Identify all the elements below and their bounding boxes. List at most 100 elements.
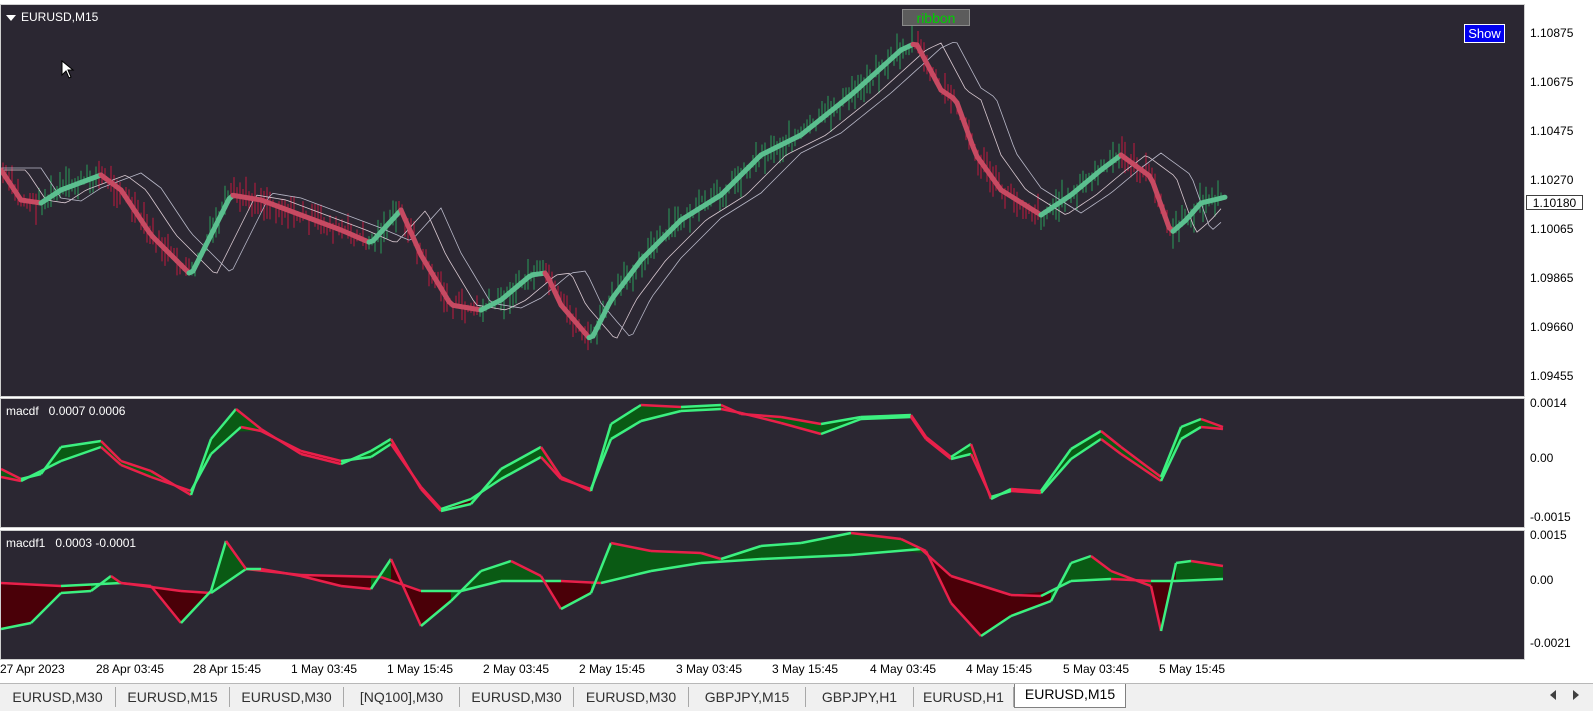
macd-line-segment xyxy=(969,443,993,500)
macd-fill-segment xyxy=(761,543,801,559)
signal-line-segment xyxy=(680,407,722,413)
signal-line-segment xyxy=(460,579,502,593)
time-tick-label: 3 May 03:45 xyxy=(676,662,743,676)
signal-line-segment xyxy=(540,456,562,480)
signal-line-segment xyxy=(950,452,972,461)
signal-line-segment xyxy=(1010,593,1042,598)
macd-line-segment xyxy=(1070,554,1092,565)
chart-tab[interactable]: EURUSD,M30 xyxy=(460,687,574,707)
macd-line-segment xyxy=(1010,487,1042,493)
time-tick-label: 2 May 15:45 xyxy=(579,662,646,676)
time-tick-label: 4 May 15:45 xyxy=(966,662,1033,676)
macd-fill-segment xyxy=(801,533,851,558)
macd-line-segment xyxy=(260,427,302,456)
signal-line-segment xyxy=(1,475,22,483)
time-tick-label: 3 May 15:45 xyxy=(772,662,839,676)
signal-line-segment xyxy=(600,569,652,585)
macdf-canvas xyxy=(1,403,1224,513)
chart-tab[interactable]: EURUSD,M15 xyxy=(116,687,230,707)
triangle-down-icon[interactable] xyxy=(6,14,16,21)
macd-line-segment xyxy=(925,436,952,458)
macd-line-segment xyxy=(260,567,302,578)
macd-line-segment xyxy=(100,440,122,462)
signal-line-segment xyxy=(420,486,442,510)
current-price-tag: 1.10180 xyxy=(1526,195,1583,210)
macd-line-segment xyxy=(539,575,563,610)
macd-line-segment xyxy=(740,412,782,419)
signal-line-segment xyxy=(650,561,702,573)
signal-line-segment xyxy=(1070,577,1112,583)
macdf1-canvas xyxy=(1,531,1224,638)
macd-fill-segment xyxy=(421,591,451,626)
chart-tab[interactable]: GBPJPY,M15 xyxy=(689,687,806,707)
price-chart-canvas[interactable] xyxy=(1,5,1524,396)
macd-fill-segment xyxy=(211,409,236,454)
price-tick-label: 1.09455 xyxy=(1530,369,1574,383)
signal-line-segment xyxy=(860,415,912,421)
time-tick-label: 5 May 03:45 xyxy=(1063,662,1130,676)
chart-tab[interactable]: EURUSD,M30 xyxy=(0,687,116,707)
macd-line-segment xyxy=(370,437,392,453)
macdf1-tick-label: 0.00 xyxy=(1530,573,1554,587)
macd-line-segment xyxy=(39,446,63,475)
macd-line-segment xyxy=(300,452,342,466)
macd-line-segment xyxy=(60,589,92,595)
macd-line-segment xyxy=(589,423,613,492)
macd-line-segment xyxy=(1070,429,1102,451)
macd-line-segment xyxy=(340,584,372,591)
macd-line-segment xyxy=(900,537,927,553)
signal-line-segment xyxy=(300,573,382,579)
macd-line-segment xyxy=(850,531,902,541)
macd-line-segment xyxy=(30,592,62,624)
signal-line-segment xyxy=(950,574,1012,597)
macd-line-segment xyxy=(1120,446,1162,478)
macd-line-segment xyxy=(1200,417,1224,429)
signal-line-segment xyxy=(760,553,852,561)
macd-line-segment xyxy=(560,475,592,493)
time-tick-label: 1 May 15:45 xyxy=(387,662,454,676)
chart-symbol-label[interactable]: EURUSD,M15 xyxy=(6,10,98,24)
chart-tab[interactable]: EURUSD,M15 xyxy=(1014,684,1126,708)
mouse-cursor-icon xyxy=(61,60,75,79)
signal-line-segment xyxy=(925,438,952,460)
slow-ma-line xyxy=(1,42,1222,339)
signal-line-segment xyxy=(610,419,642,441)
time-tick-label: 28 Apr 03:45 xyxy=(96,662,165,676)
ribbon-button[interactable]: ribbon xyxy=(902,9,970,26)
macd-line-segment xyxy=(720,403,742,416)
macd-line-segment xyxy=(1180,417,1202,429)
macd-fill-segment xyxy=(611,543,651,581)
signal-line-segment xyxy=(500,455,542,481)
macd-line-segment xyxy=(389,438,423,490)
main-chart-pane[interactable]: EURUSD,M15 ribbon Show xyxy=(0,4,1525,397)
chart-tab[interactable]: [NQ100],M30 xyxy=(344,687,460,707)
macd-line-segment xyxy=(640,403,682,409)
triangle-left-icon[interactable] xyxy=(1550,690,1556,700)
macd-line-segment xyxy=(60,439,102,449)
show-button[interactable]: Show xyxy=(1464,24,1505,43)
macd-fill-segment xyxy=(1091,556,1111,580)
triangle-right-icon[interactable] xyxy=(1573,690,1579,700)
signal-line-segment xyxy=(1040,579,1072,598)
chart-tab[interactable]: GBPJPY,H1 xyxy=(806,687,914,707)
macd-line-segment xyxy=(950,602,982,637)
chart-tab[interactable]: EURUSD,H1 xyxy=(914,687,1014,707)
macd-line-segment xyxy=(560,591,592,611)
macdf-pane[interactable]: macdf 0.0007 0.0006 xyxy=(0,398,1525,528)
macd-line-segment xyxy=(539,446,563,478)
macd-line-segment xyxy=(209,540,228,592)
macd-line-segment xyxy=(1010,599,1052,618)
macdf1-pane[interactable]: macdf1 0.0003 -0.0001 xyxy=(0,530,1525,660)
macd-fill-segment xyxy=(1176,561,1191,581)
macd-line-segment xyxy=(20,472,42,481)
time-axis: 27 Apr 2023 28 Apr 03:45 28 Apr 15:45 1 May… xyxy=(0,660,1525,678)
signal-line-segment xyxy=(820,417,862,436)
macd-fill-segment xyxy=(1011,591,1051,616)
chart-tab-bar: EURUSD,M30 EURUSD,M15 EURUSD,M30 [NQ100],M3… xyxy=(0,683,1593,711)
price-tick-label: 1.10675 xyxy=(1530,75,1574,89)
macd-line-segment xyxy=(990,487,1012,501)
macd-line-segment xyxy=(110,574,122,585)
chart-tab[interactable]: EURUSD,M30 xyxy=(230,687,344,707)
chart-tab[interactable]: EURUSD,M30 xyxy=(574,687,689,707)
slower-ma-line xyxy=(1,41,1222,337)
